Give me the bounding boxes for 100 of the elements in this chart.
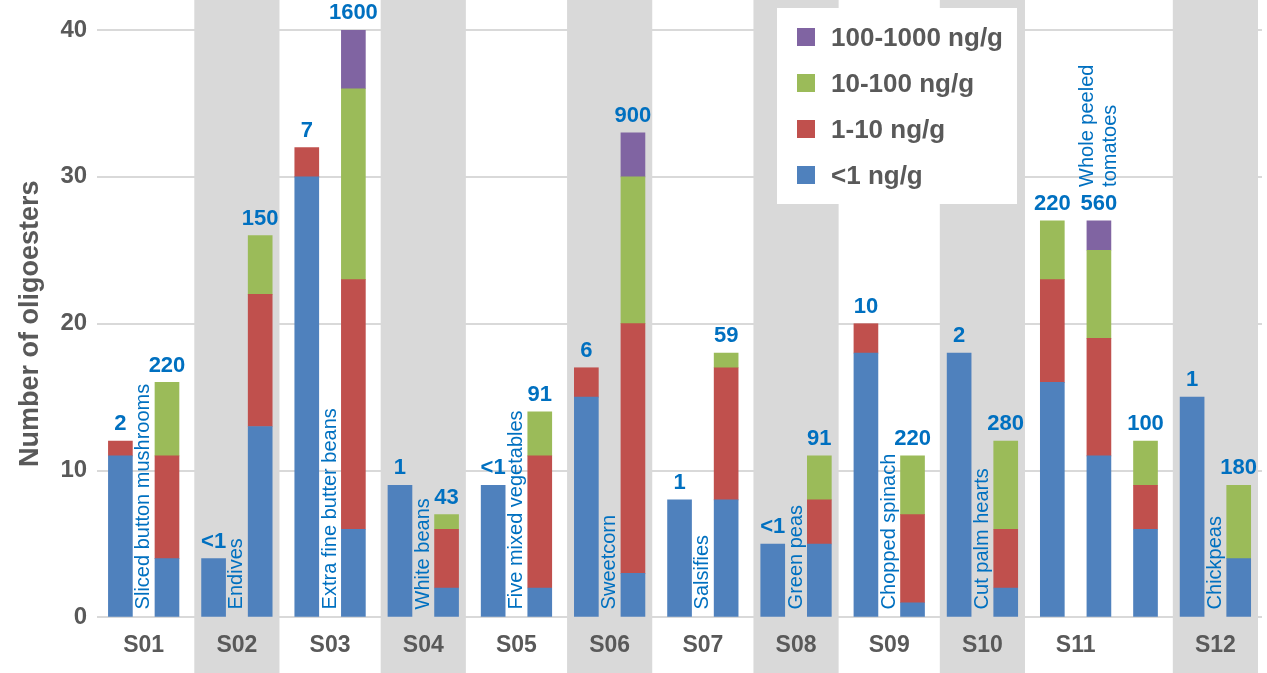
text: <1 <box>480 454 506 480</box>
bar <box>574 396 599 617</box>
annotation: Whole peeled tomatoes <box>1074 64 1120 187</box>
bar <box>574 367 599 398</box>
bar <box>900 602 925 617</box>
bar <box>900 455 925 515</box>
annotation: Sweetcorn <box>597 514 620 610</box>
bar <box>434 514 459 530</box>
x-tick-label: S10 <box>961 630 1003 657</box>
annotation: Chopped spinach <box>876 453 899 610</box>
x-tick-label: S01 <box>123 630 165 657</box>
bar <box>387 484 413 617</box>
annotation: Chickpeas <box>1202 516 1225 610</box>
bar <box>993 440 1019 530</box>
legend-label: 100-1000 ng/g <box>831 21 1003 53</box>
x-tick-label: S11 <box>1055 630 1096 657</box>
bar <box>434 587 459 617</box>
annotation: White beans <box>410 498 433 610</box>
bar <box>1086 249 1112 339</box>
text: 220 <box>1033 189 1071 215</box>
annotation: Extra fine butter beans <box>317 408 340 610</box>
bar <box>154 558 180 617</box>
x-tick-label: S04 <box>402 630 444 657</box>
bar <box>247 235 273 295</box>
bar <box>1226 484 1252 559</box>
annotation: Salsifies <box>690 534 713 610</box>
bar <box>341 279 366 530</box>
text: 100 <box>1127 410 1164 436</box>
bar <box>1133 440 1158 486</box>
bar <box>247 294 273 427</box>
bar <box>434 528 459 589</box>
y-tick-label: 10 <box>60 455 88 483</box>
bar <box>1086 220 1112 251</box>
bar <box>853 323 879 354</box>
bar <box>154 455 180 559</box>
x-tick-label: S08 <box>775 630 817 657</box>
bar <box>760 543 786 617</box>
text: 2 <box>953 322 966 348</box>
x-tick-label: S03 <box>309 630 351 657</box>
y-tick-label: 20 <box>60 308 88 336</box>
bar <box>201 558 226 617</box>
text: 150 <box>241 204 279 230</box>
bar <box>247 426 273 617</box>
y-axis-title: Number of oligoesters <box>13 180 44 467</box>
bar <box>620 176 646 325</box>
text: 560 <box>1080 189 1118 215</box>
annotation: Cut palm hearts <box>969 468 992 610</box>
text: 280 <box>987 410 1025 436</box>
bar <box>1133 528 1158 617</box>
text: <1 <box>760 513 786 539</box>
legend-label: <1 ng/g <box>831 159 923 191</box>
x-tick-label: S06 <box>589 630 631 657</box>
x-tick-label: S09 <box>868 630 910 657</box>
bar <box>807 499 832 545</box>
bar <box>108 440 133 457</box>
bar <box>620 573 646 617</box>
text: 220 <box>148 351 186 377</box>
bar <box>993 587 1019 617</box>
bar <box>620 323 646 574</box>
bar <box>1039 279 1065 383</box>
y-tick-label: 30 <box>60 161 88 189</box>
text: 91 <box>807 424 832 450</box>
bar <box>713 499 739 617</box>
bar <box>946 352 972 617</box>
bar <box>341 30 366 90</box>
bar <box>807 455 832 501</box>
text: 1 <box>393 454 407 480</box>
bar <box>341 88 366 280</box>
bar <box>527 411 553 457</box>
bar <box>900 514 925 604</box>
x-tick-label: S12 <box>1194 630 1236 657</box>
text: 10 <box>853 292 879 318</box>
y-tick-label: 0 <box>73 602 88 630</box>
text: 59 <box>713 322 739 348</box>
bar <box>667 499 692 617</box>
bar <box>713 367 739 501</box>
x-tick-label: S05 <box>495 630 538 657</box>
bar <box>993 528 1019 589</box>
text: 1600 <box>328 0 378 25</box>
bar <box>480 484 506 617</box>
bar <box>1086 455 1112 617</box>
bar <box>1039 382 1065 617</box>
bar <box>294 176 320 617</box>
text: <1 <box>201 527 227 553</box>
text: 43 <box>434 483 459 509</box>
annotation: Sliced button mushrooms <box>131 383 154 610</box>
bar <box>1039 220 1065 280</box>
y-tick-label: 40 <box>60 14 88 42</box>
text: 2 <box>114 410 127 436</box>
bar <box>108 455 133 617</box>
text: 1 <box>673 468 686 494</box>
text: 6 <box>580 336 593 362</box>
text: 7 <box>300 116 313 142</box>
bar <box>620 132 646 178</box>
x-tick-label: S02 <box>216 630 258 657</box>
text: 91 <box>527 380 552 406</box>
bar <box>294 147 320 178</box>
bar <box>853 352 879 617</box>
bar <box>1133 484 1158 530</box>
legend-label: 1-10 ng/g <box>831 113 946 145</box>
